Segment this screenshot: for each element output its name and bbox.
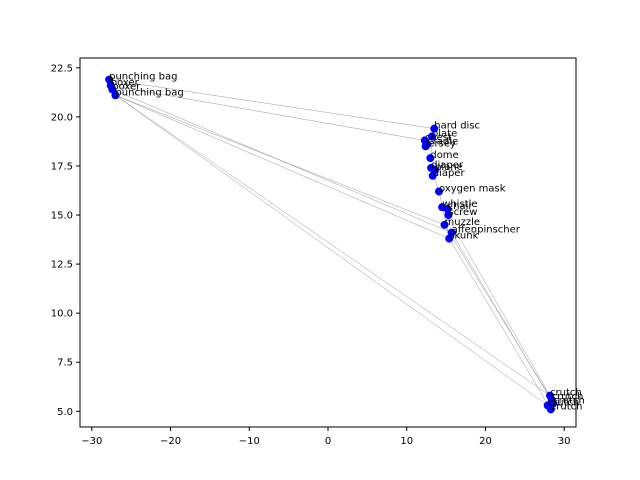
point-label: crutch [548,397,580,408]
data-point [421,142,430,151]
point-label: diaper [433,168,466,179]
point-label: screw [448,207,477,218]
point-label: crutch [551,401,583,412]
connection-lines [109,79,554,410]
point-label: whistle [442,199,477,210]
y-tick-label: 15.0 [51,211,73,222]
connection-line [115,95,548,406]
x-tick-label: −10 [239,436,260,447]
point-label: plane [435,162,463,173]
connection-line [438,191,450,239]
point-label: diaper [431,160,464,171]
connection-line [115,95,551,396]
point-label: skunk [449,231,478,242]
point-label: plate [432,129,457,140]
y-tick-label: 12.5 [51,260,73,271]
point-label: affenpinscher [452,225,521,236]
y-tick-label: 20.0 [51,112,73,123]
point-label: boxer [112,81,141,92]
point-label: cradle [427,136,458,147]
point-label: crutch [552,392,584,403]
point-label: crutch [553,395,585,406]
point-label: muzzle [445,217,481,228]
point-label: crutch [550,388,582,399]
connection-line [110,85,425,141]
x-axis: −30 −20 −10 0 10 20 30 [81,427,571,447]
data-point [435,187,444,196]
point-label: chest [425,132,452,143]
x-tick-label: 30 [558,436,571,447]
point-label: dome [430,150,458,161]
data-points [105,75,558,414]
x-tick-label: 0 [325,436,331,447]
data-point [428,171,437,180]
x-tick-label: 10 [400,436,413,447]
data-point [108,85,117,94]
y-tick-label: 7.5 [57,358,73,369]
data-point [443,205,452,214]
point-label: jersey [425,138,456,149]
y-axis: 5.0 7.5 10.0 12.5 15.0 17.5 20.0 22.5 [51,63,80,418]
point-label: boxer [111,77,140,88]
point-label: hard disc [434,121,480,132]
data-point [430,124,439,133]
point-label: punching bag [115,87,183,98]
y-tick-label: 22.5 [51,63,73,74]
point-label: chair [448,201,474,212]
x-tick-label: −30 [81,436,102,447]
connection-line [449,238,552,410]
connection-line [115,95,450,239]
point-label: punching bag [109,72,177,83]
data-point [440,220,449,229]
y-tick-label: 17.5 [51,161,73,172]
data-point [427,132,436,141]
x-tick-label: −20 [160,436,181,447]
x-tick-label: 20 [479,436,492,447]
data-point [445,234,454,243]
connection-line [115,95,445,226]
y-tick-label: 5.0 [57,407,73,418]
y-tick-label: 10.0 [51,309,73,320]
connection-line [451,232,554,404]
data-point [546,405,555,414]
point-label: oxygen mask [439,183,506,194]
connection-line [109,79,435,129]
data-point [426,154,435,163]
connection-line [441,207,551,396]
data-point [444,211,453,220]
data-point [111,91,120,100]
